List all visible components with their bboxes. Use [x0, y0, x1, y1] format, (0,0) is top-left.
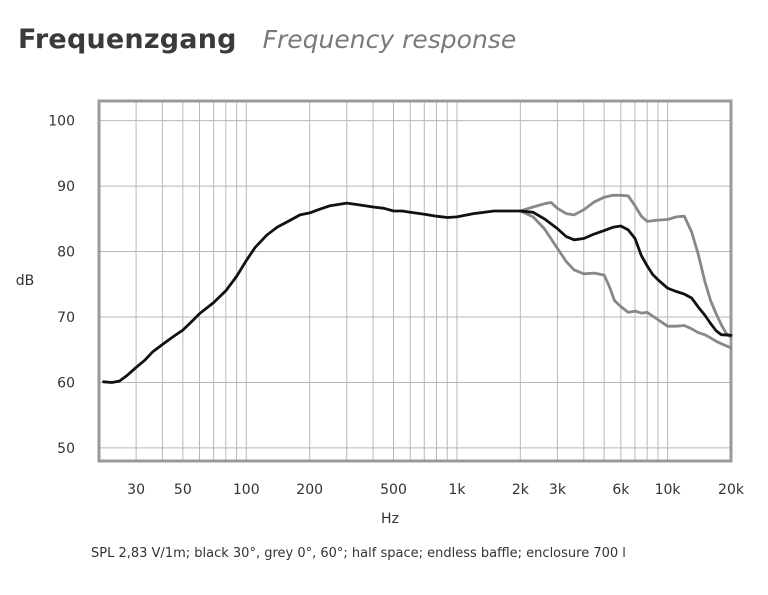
plot-frame	[97, 99, 733, 463]
y-tick-label: 80	[57, 245, 75, 261]
series-line-30deg	[102, 201, 733, 384]
chart-subtitle: Frequency response	[262, 25, 517, 54]
x-tick-label: 3k	[549, 482, 567, 498]
x-tick-label: 1k	[448, 482, 466, 498]
x-axis-title: Hz	[381, 511, 399, 527]
y-tick-label: 90	[57, 179, 75, 195]
y-tick-label: 50	[57, 441, 75, 457]
series-line-0deg	[518, 193, 733, 339]
title-row: Frequenzgang Frequency response	[18, 24, 516, 55]
x-tick-label: 50	[174, 482, 192, 498]
grid	[98, 101, 732, 461]
y-tick-labels: 50 60 70 80 90 100	[48, 114, 75, 457]
y-tick-label: 60	[57, 375, 75, 391]
y-tick-label: 70	[57, 310, 75, 326]
y-axis-title: dB	[16, 273, 35, 289]
chart-title: Frequenzgang	[18, 24, 237, 55]
chart-caption: SPL 2,83 V/1m; black 30°, grey 0°, 60°; …	[91, 546, 626, 561]
x-tick-label: 6k	[612, 482, 630, 498]
x-tick-label: 20k	[718, 482, 745, 498]
x-tick-label: 100	[233, 482, 260, 498]
series-line-60deg	[518, 209, 733, 350]
x-tick-label: 10k	[655, 482, 682, 498]
x-tick-label: 30	[127, 482, 145, 498]
x-tick-label: 200	[296, 482, 323, 498]
x-tick-label: 2k	[512, 482, 530, 498]
x-tick-labels: 30 50 100 200 500 1k 2k 3k 6k 10k 20k	[127, 482, 745, 498]
x-tick-label: 500	[380, 482, 407, 498]
series-group	[102, 193, 733, 384]
y-tick-label: 100	[48, 114, 75, 130]
